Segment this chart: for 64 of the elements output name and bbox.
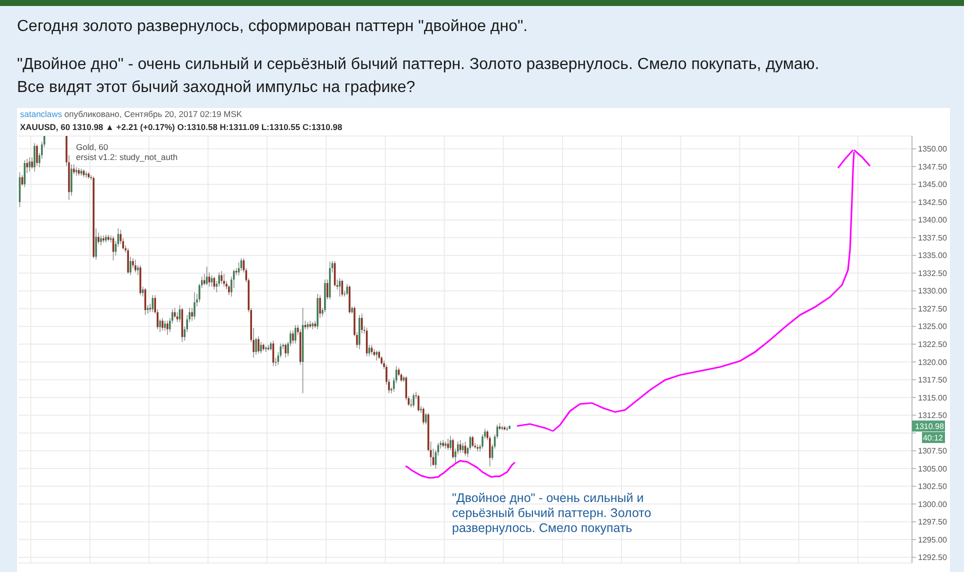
candlestick: [210, 274, 213, 288]
candlestick: [162, 317, 164, 332]
candlestick: [28, 156, 30, 172]
y-tick-label: 1320.00: [918, 358, 948, 367]
candlestick: [100, 235, 102, 246]
candlestick: [476, 444, 478, 452]
candlestick: [447, 438, 449, 450]
annotation: Gold, 60: [76, 142, 108, 152]
y-tick-label: 1312.50: [918, 411, 948, 420]
candlestick: [220, 270, 222, 284]
candlestick: [194, 292, 196, 320]
candlestick: [21, 174, 24, 186]
candlestick: [368, 344, 370, 357]
y-tick-label: 1300.00: [918, 500, 948, 509]
y-tick-label: 1347.50: [918, 162, 948, 172]
y-tick-label: 1337.50: [918, 233, 948, 242]
candlestick: [176, 312, 178, 323]
y-tick-label: 1322.50: [918, 340, 948, 350]
annotation: 1310.98: [915, 422, 944, 432]
y-tick-label: 1327.50: [918, 304, 948, 314]
candlestick: [166, 320, 168, 336]
countdown-tag: 40:12: [922, 432, 945, 443]
candlestick: [206, 266, 208, 286]
candlestick: [258, 336, 260, 354]
text: satanclaws опубликовано, Сентябрь 20, 2017 02:19 MSK: [20, 108, 242, 118]
chart-subtitle: "Двойное дно" - очень сильный и серьёзный бычий паттерн. Золото развернулось. Смело покупать, думаю. Все видят этот бычий заходной импульс на графике?: [17, 55, 820, 98]
annotation: "Двойное дно" - очень сильный и серьёзный бычий паттерн. Золото развернулось. Смело покупать: [452, 491, 652, 536]
y-tick-label: 1332.50: [918, 268, 948, 278]
candlestick: [223, 273, 225, 288]
candlestick: [284, 343, 286, 358]
candlestick: [376, 350, 378, 361]
candlestick: [370, 344, 373, 356]
y-tick-label: 1292.50: [918, 553, 948, 562]
candlestick: [208, 272, 210, 288]
price-tag: 1310.98: [912, 420, 945, 432]
candlestick: [238, 262, 240, 276]
candlestick: [134, 259, 136, 273]
text: XAUUSD, 60 1310.98 ▲ +2.21 (+0.17%) O:1310.58 H:1311.09 L:1310.55 C:1310.98: [20, 122, 342, 132]
y-tick-label: 1335.00: [918, 251, 948, 260]
annotation: ersist v1.2: study_not_auth: [76, 152, 178, 162]
y-tick-label: 1330.00: [918, 286, 948, 296]
candlestick: [418, 394, 420, 412]
candlestick: [34, 142, 36, 172]
y-tick-label: 1305.00: [918, 464, 948, 474]
y-tick-label: 1350.00: [918, 144, 948, 154]
candlestick: [422, 407, 424, 425]
line-series: [405, 460, 516, 479]
y-tick-label: 1317.50: [918, 376, 948, 385]
candlestick: [294, 324, 296, 344]
y-tick-label: 1345.00: [918, 180, 948, 190]
candlestick: [452, 438, 454, 459]
candlestick: [127, 248, 129, 274]
candlestick: [412, 392, 414, 408]
y-tick-label: 1302.50: [918, 482, 948, 492]
candlestick: [472, 435, 474, 448]
y-tick-label: 1342.50: [918, 198, 948, 207]
y-tick-label: 1325.00: [918, 322, 948, 332]
y-tick-label: 1297.50: [918, 518, 948, 527]
candlestick: [164, 320, 166, 332]
y-tick-label: 1295.00: [918, 535, 948, 544]
y-tick-label: 1340.00: [918, 216, 948, 225]
chart-title: Сегодня золото развернулось, сформирован паттерн "двойное дно".: [17, 17, 528, 37]
y-tick-label: 1315.00: [918, 393, 948, 402]
y-tick-label: 1307.50: [918, 446, 948, 456]
